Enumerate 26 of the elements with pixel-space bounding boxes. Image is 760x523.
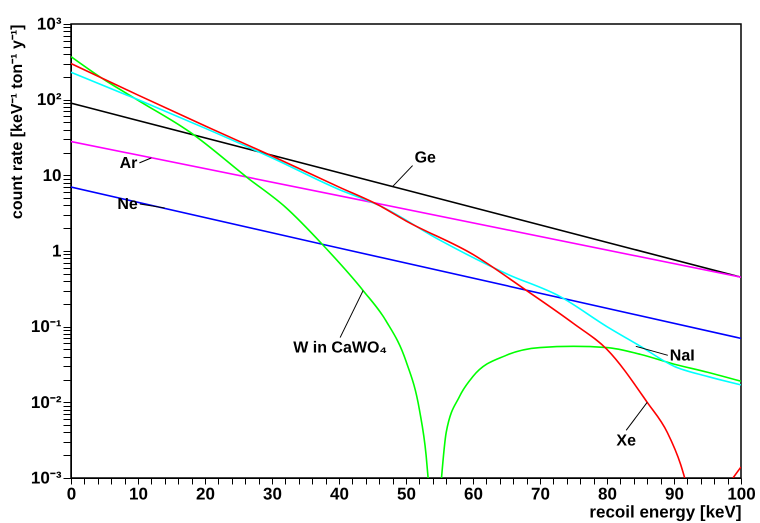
x-tick-label: 0 [66, 484, 76, 504]
x-tick-label: 50 [397, 484, 416, 504]
x-tick-label: 40 [330, 484, 349, 504]
y-tick-label: 10² [36, 90, 62, 110]
x-axis-title: recoil energy [keV] [589, 502, 742, 522]
x-tick-label: 90 [665, 484, 684, 504]
x-tick-label: 30 [263, 484, 282, 504]
annotation: NaI [670, 347, 695, 364]
x-tick-label: 20 [196, 484, 215, 504]
y-axis-title: count rate [keV⁻¹ ton⁻¹ y⁻¹] [8, 24, 26, 220]
x-tick-label: 70 [531, 484, 550, 504]
annotation: Xe [616, 432, 636, 450]
x-tick-label: 100 [727, 484, 756, 504]
annotation: Ne [117, 196, 138, 214]
annotation: Ar [120, 154, 138, 172]
y-tick-label: 10⁻² [30, 392, 62, 412]
x-tick-label: 80 [598, 484, 617, 504]
y-tick-label: 10⁻¹ [30, 317, 62, 336]
annotation: Ge [414, 150, 436, 167]
annotation: W in CaWO₄ [293, 340, 388, 357]
y-tick-label: 10 [42, 166, 62, 185]
y-tick-label: 10³ [36, 14, 62, 34]
y-tick-label: 1 [52, 242, 62, 260]
x-tick-label: 60 [464, 484, 483, 504]
y-tick-label: 10⁻³ [30, 468, 62, 488]
x-tick-label: 10 [129, 484, 148, 504]
